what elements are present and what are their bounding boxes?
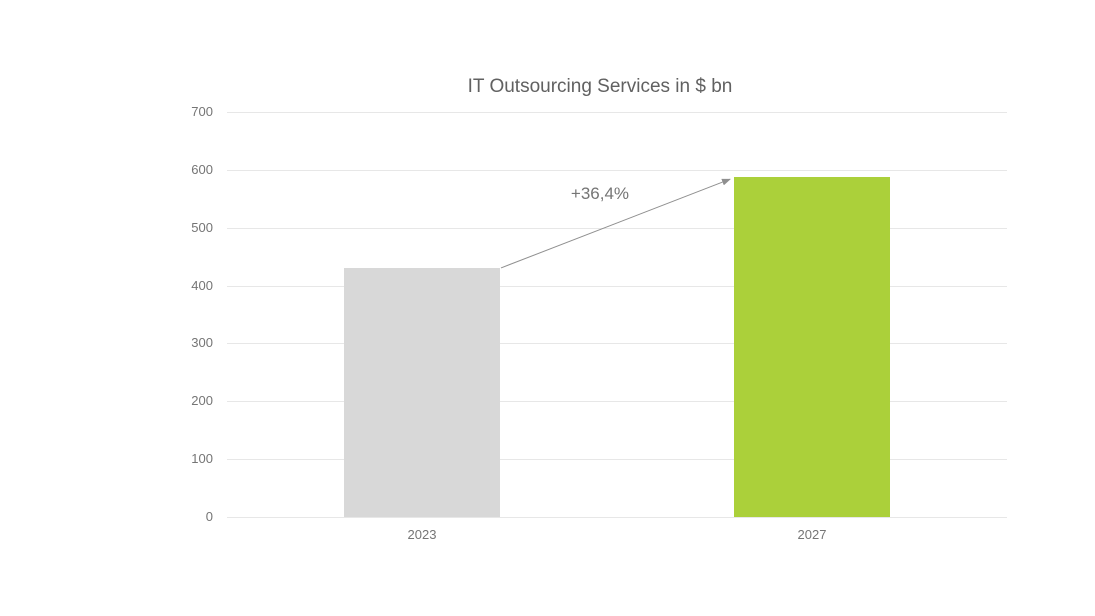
chart-title: IT Outsourcing Services in $ bn — [467, 76, 733, 97]
growth-annotation: +36,4% — [570, 184, 630, 203]
y-axis-tick-label: 500 — [191, 219, 213, 235]
plot-area: 0 100 200 300 400 500 600 700 2023 2027 — [191, 104, 1007, 542]
gridline — [227, 401, 1007, 403]
gridline — [227, 227, 1007, 229]
y-axis-tick-label: 300 — [191, 335, 213, 351]
y-axis-tick-label: 100 — [191, 451, 213, 467]
gridline — [227, 169, 1007, 171]
y-axis-tick-label: 600 — [191, 161, 213, 177]
gridline — [227, 459, 1007, 461]
y-axis-tick-label: 200 — [191, 393, 213, 409]
bar-2027 — [734, 177, 890, 517]
y-axis-tick-label: 0 — [205, 509, 213, 524]
y-axis-tick-label: 400 — [191, 277, 213, 293]
x-axis-label-2027: 2027 — [797, 527, 827, 542]
bar-2023 — [344, 267, 500, 517]
gridline — [227, 517, 1007, 518]
gridline — [227, 343, 1007, 345]
gridline — [227, 285, 1007, 287]
y-axis-tick-label: 700 — [191, 104, 213, 119]
x-axis-label-2023: 2023 — [407, 527, 437, 542]
gridline — [227, 112, 1007, 113]
